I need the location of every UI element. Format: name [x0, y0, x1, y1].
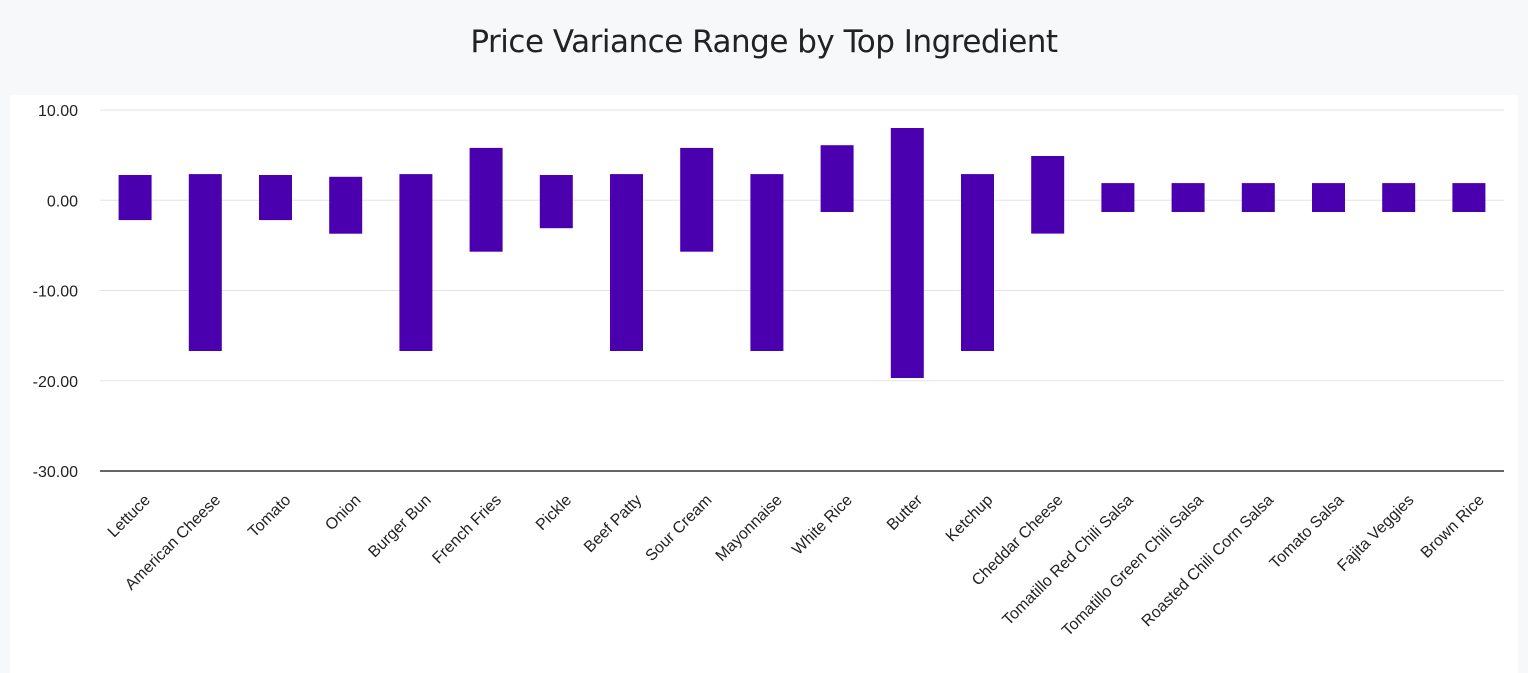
y-tick-label: -20.00 — [33, 374, 78, 391]
bar — [1171, 183, 1205, 212]
chart-panel: 10.00 0.00 -10.00 -20.00 -30.00 Lettuce Ameri… — [10, 95, 1518, 673]
x-tick-label: Mayonnaise — [713, 492, 786, 565]
y-tick-label: 0.00 — [47, 193, 78, 210]
x-tick-label: Roasted Chili Corn Salsa — [1139, 492, 1277, 630]
bars — [118, 128, 1486, 378]
range-bar-chart: 10.000.00-10.00-20.00-30.00 LettuceAmeri… — [33, 103, 1504, 640]
bar — [890, 128, 924, 378]
x-tick-label: Lettuce — [105, 492, 154, 541]
bar — [259, 175, 292, 221]
chart-header: Price Variance Range by Top Ingredient — [0, 0, 1528, 95]
x-tick-label: Tomato Salsa — [1267, 492, 1348, 573]
x-tick-label: White Rice — [789, 492, 856, 559]
chart-title: Price Variance Range by Top Ingredient — [470, 24, 1058, 60]
y-tick-label: -30.00 — [33, 464, 78, 481]
y-tick-label: 10.00 — [38, 103, 78, 120]
y-tick-label: -10.00 — [33, 284, 78, 301]
bar — [680, 147, 714, 252]
bar — [610, 174, 643, 351]
bar — [118, 175, 152, 221]
x-tick-label: Beef Patty — [581, 492, 645, 556]
x-tick-label: Pickle — [533, 492, 575, 534]
x-tick-label: Onion — [322, 492, 364, 534]
x-tick-label: Tomato — [245, 492, 294, 541]
bar — [1312, 183, 1345, 212]
bar — [750, 174, 784, 351]
bar — [539, 175, 573, 229]
bar — [329, 176, 363, 234]
bar — [1382, 183, 1416, 212]
bar — [1241, 183, 1275, 212]
x-tick-label: Fajita Veggies — [1334, 492, 1417, 575]
x-tick-label: Burger Bun — [365, 492, 434, 561]
bar — [188, 174, 222, 351]
x-tick-label: Sour Cream — [643, 492, 716, 565]
x-tick-label: Brown Rice — [1418, 492, 1488, 562]
bar — [399, 174, 433, 351]
x-tick-label: Tomatillo Green Chili Salsa — [1059, 492, 1207, 640]
y-axis-ticks: 10.00 0.00 -10.00 -20.00 -30.00 — [33, 103, 78, 481]
bar — [1031, 156, 1065, 234]
bar — [1101, 183, 1135, 212]
bar — [961, 174, 994, 351]
x-tick-label: Tomatillo Red Chili Salsa — [1000, 492, 1137, 629]
x-tick-label: French Fries — [429, 492, 505, 568]
bar — [820, 145, 854, 212]
x-tick-label: Ketchup — [943, 492, 997, 546]
grid-lines — [100, 109, 1504, 382]
bar — [469, 147, 503, 252]
x-tick-label: Butter — [884, 491, 927, 534]
bar — [1452, 183, 1486, 212]
